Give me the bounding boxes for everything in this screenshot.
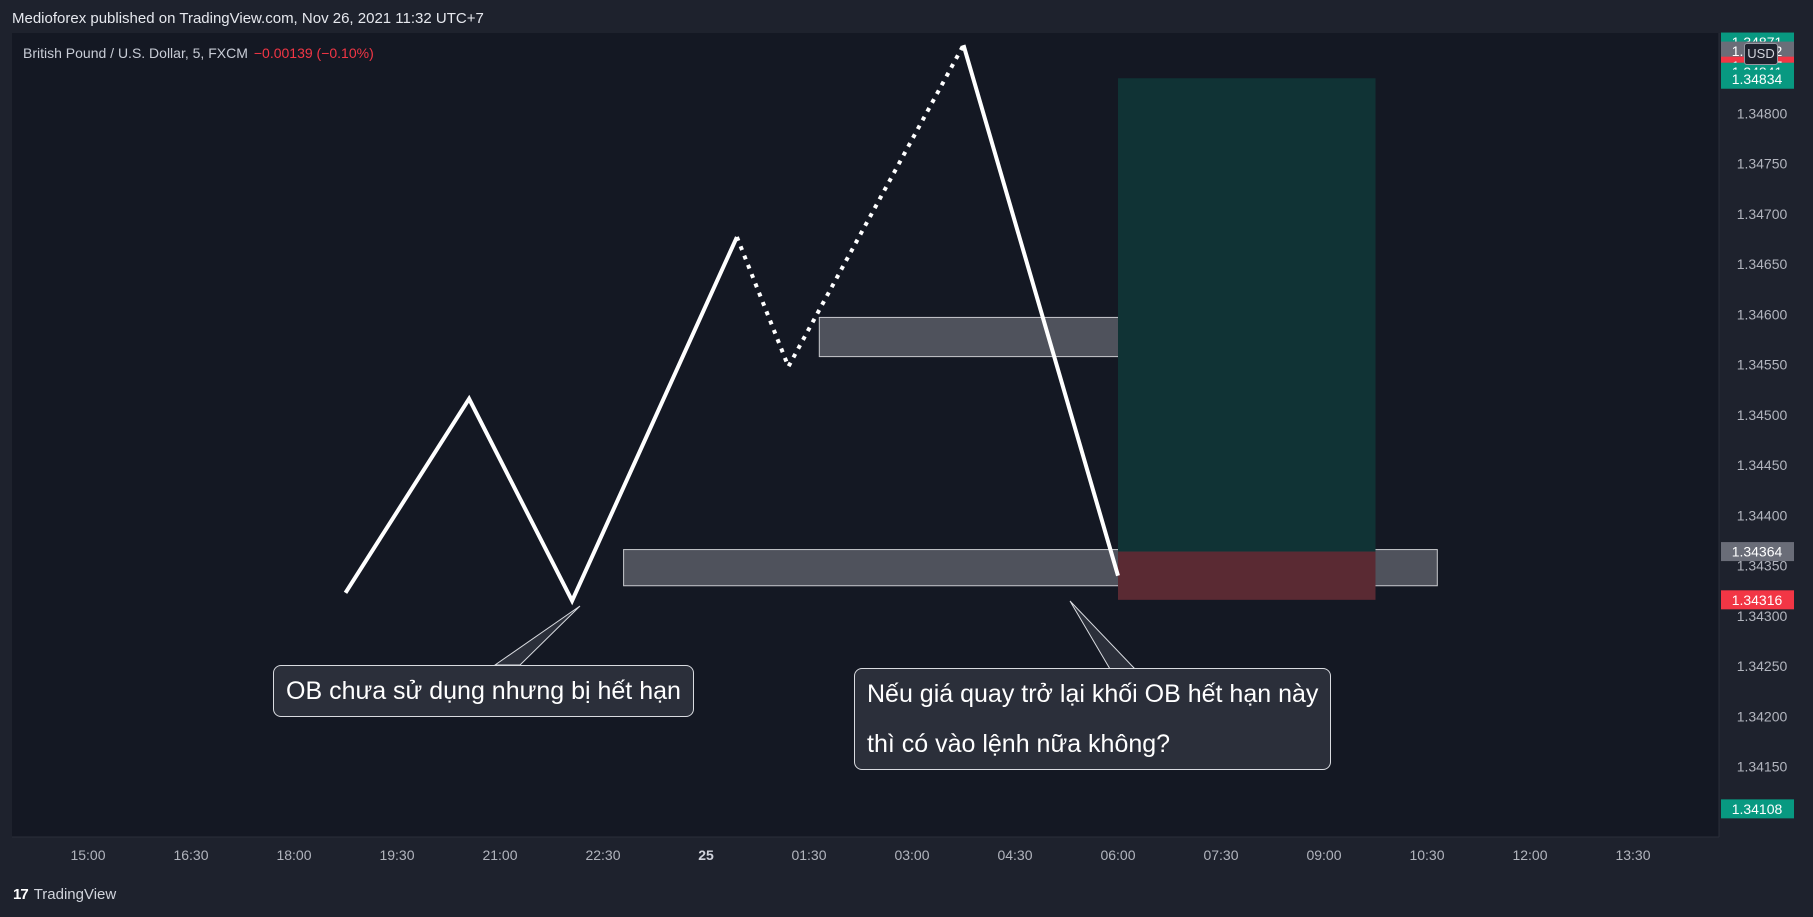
tradingview-brand: TradingView	[33, 886, 117, 903]
zone-profit-2	[1118, 78, 1376, 552]
callout-right: Nếu giá quay trở lại khối OB hết hạn này…	[854, 668, 1332, 770]
price-tick: 1.34700	[1737, 206, 1788, 222]
price-tick: 1.34650	[1737, 256, 1788, 272]
zones-layer	[623, 78, 1438, 600]
left-callout-pointer	[493, 605, 581, 666]
symbol-change: −0.00139 (−0.10%)	[253, 45, 374, 61]
price-tick: 1.34250	[1737, 658, 1788, 674]
price-label: 1.34834	[1732, 71, 1783, 87]
time-tick: 22:30	[585, 847, 620, 863]
currency-badge[interactable]: USD	[1744, 43, 1778, 65]
time-tick: 06:00	[1100, 847, 1135, 863]
price-axis: 1.34800 1.34750 1.34700 1.34650 1.34600 1.345…	[1737, 105, 1788, 774]
right-callout-pointer	[1069, 600, 1137, 670]
time-tick: 03:00	[894, 847, 929, 863]
callout-left: OB chưa sử dụng nhưng bị hết hạn	[273, 665, 694, 717]
price-tick: 1.34600	[1737, 306, 1788, 322]
time-tick: 25	[698, 847, 714, 863]
time-tick: 04:30	[997, 847, 1032, 863]
symbol-info: British Pound / U.S. Dollar, 5, FXCM −0.0…	[23, 45, 374, 61]
time-tick: 19:30	[379, 847, 414, 863]
series-line-1	[735, 44, 966, 372]
time-tick: 18:00	[276, 847, 311, 863]
price-tick: 1.34300	[1737, 608, 1788, 624]
series-layer	[343, 44, 1120, 606]
symbol-name: British Pound / U.S. Dollar, 5, FXCM	[23, 45, 248, 61]
price-label: 1.34108	[1732, 801, 1783, 817]
zone-loss-3	[1118, 551, 1376, 600]
time-tick: 10:30	[1409, 847, 1444, 863]
price-label: 1.34316	[1732, 592, 1783, 608]
publish-info: Medioforex published on TradingView.com,…	[12, 10, 484, 27]
time-tick: 12:00	[1512, 847, 1547, 863]
price-label: 1.34364	[1732, 544, 1783, 560]
series-line-0	[343, 236, 739, 606]
callout-left-text: OB chưa sử dụng nhưng bị hết hạn	[286, 677, 681, 705]
price-tick: 1.34200	[1737, 708, 1788, 724]
time-tick: 07:30	[1203, 847, 1238, 863]
time-tick: 01:30	[791, 847, 826, 863]
callout-right-line1: Nếu giá quay trở lại khối OB hết hạn này	[867, 680, 1319, 708]
price-tick: 1.34450	[1737, 457, 1788, 473]
tradingview-logo[interactable]: 17 TradingView	[13, 886, 116, 903]
price-tick: 1.34400	[1737, 507, 1788, 523]
series-line-2	[961, 44, 1120, 577]
price-label-bg	[1721, 69, 1794, 89]
callout-pointers	[493, 600, 1137, 670]
price-tick: 1.34800	[1737, 105, 1788, 121]
time-axis: 15:00 16:30 18:00 19:30 21:00 22:30 25 01:30 03:…	[70, 847, 1650, 863]
time-tick: 16:30	[173, 847, 208, 863]
price-label-bg	[1721, 799, 1794, 819]
time-tick: 15:00	[70, 847, 105, 863]
price-tick: 1.34750	[1737, 156, 1788, 172]
price-label-bg	[1721, 542, 1794, 562]
callout-right-line2: thì có vào lệnh nữa không?	[867, 730, 1171, 758]
price-tick: 1.34150	[1737, 759, 1788, 775]
price-labels: 1.348711.348621.348471.348411.348341.343…	[1721, 32, 1794, 819]
tradingview-logo-icon: 17	[13, 886, 29, 903]
price-tick: 1.34500	[1737, 407, 1788, 423]
time-tick: 21:00	[482, 847, 517, 863]
time-tick: 13:30	[1615, 847, 1650, 863]
price-tick: 1.34350	[1737, 558, 1788, 574]
price-label-bg	[1721, 590, 1794, 610]
time-tick: 09:00	[1306, 847, 1341, 863]
price-tick: 1.34550	[1737, 357, 1788, 373]
zone-ob_block-0	[818, 316, 1150, 358]
